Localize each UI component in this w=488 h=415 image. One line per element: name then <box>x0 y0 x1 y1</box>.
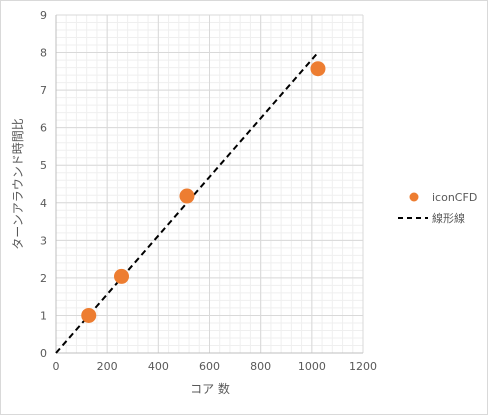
y-tick-label: 3 <box>40 234 47 247</box>
x-tick-label: 200 <box>97 360 118 373</box>
x-tick-label: 600 <box>199 360 220 373</box>
linear-line <box>55 51 319 354</box>
y-tick-label: 0 <box>40 347 47 360</box>
legend-label-linear: 線形線 <box>432 211 465 225</box>
x-tick-label: 0 <box>53 360 60 373</box>
y-tick-label: 8 <box>40 47 47 60</box>
y-tick-label: 6 <box>40 122 47 135</box>
y-tick-labels: 0 1 2 3 4 5 6 7 8 9 <box>40 9 47 360</box>
y-tick-label: 4 <box>40 197 47 210</box>
x-tick-label: 1200 <box>349 360 377 373</box>
iconcfd-series <box>81 61 326 323</box>
y-tick-label: 2 <box>40 272 47 285</box>
y-axis-title: ターンアラウンド時間比 <box>11 118 25 249</box>
x-tick-label: 800 <box>250 360 271 373</box>
x-axis-title: コア 数 <box>190 381 230 396</box>
axes <box>55 15 363 354</box>
y-tick-label: 5 <box>40 159 47 172</box>
x-tick-label: 400 <box>148 360 169 373</box>
data-point[interactable] <box>179 188 195 204</box>
data-point[interactable] <box>113 268 129 284</box>
x-tick-labels: 0 200 400 600 800 1000 1200 <box>53 360 378 373</box>
linear-series <box>55 51 319 354</box>
legend[interactable]: iconCFD 線形線 <box>398 191 477 225</box>
data-point[interactable] <box>310 61 326 77</box>
data-point[interactable] <box>81 307 97 323</box>
legend-label-iconcfd: iconCFD <box>432 191 477 204</box>
x-tick-label: 1000 <box>298 360 326 373</box>
y-tick-label: 7 <box>40 84 47 97</box>
legend-marker-iconcfd <box>409 192 419 202</box>
y-tick-label: 9 <box>40 9 47 22</box>
y-tick-label: 1 <box>40 309 47 322</box>
